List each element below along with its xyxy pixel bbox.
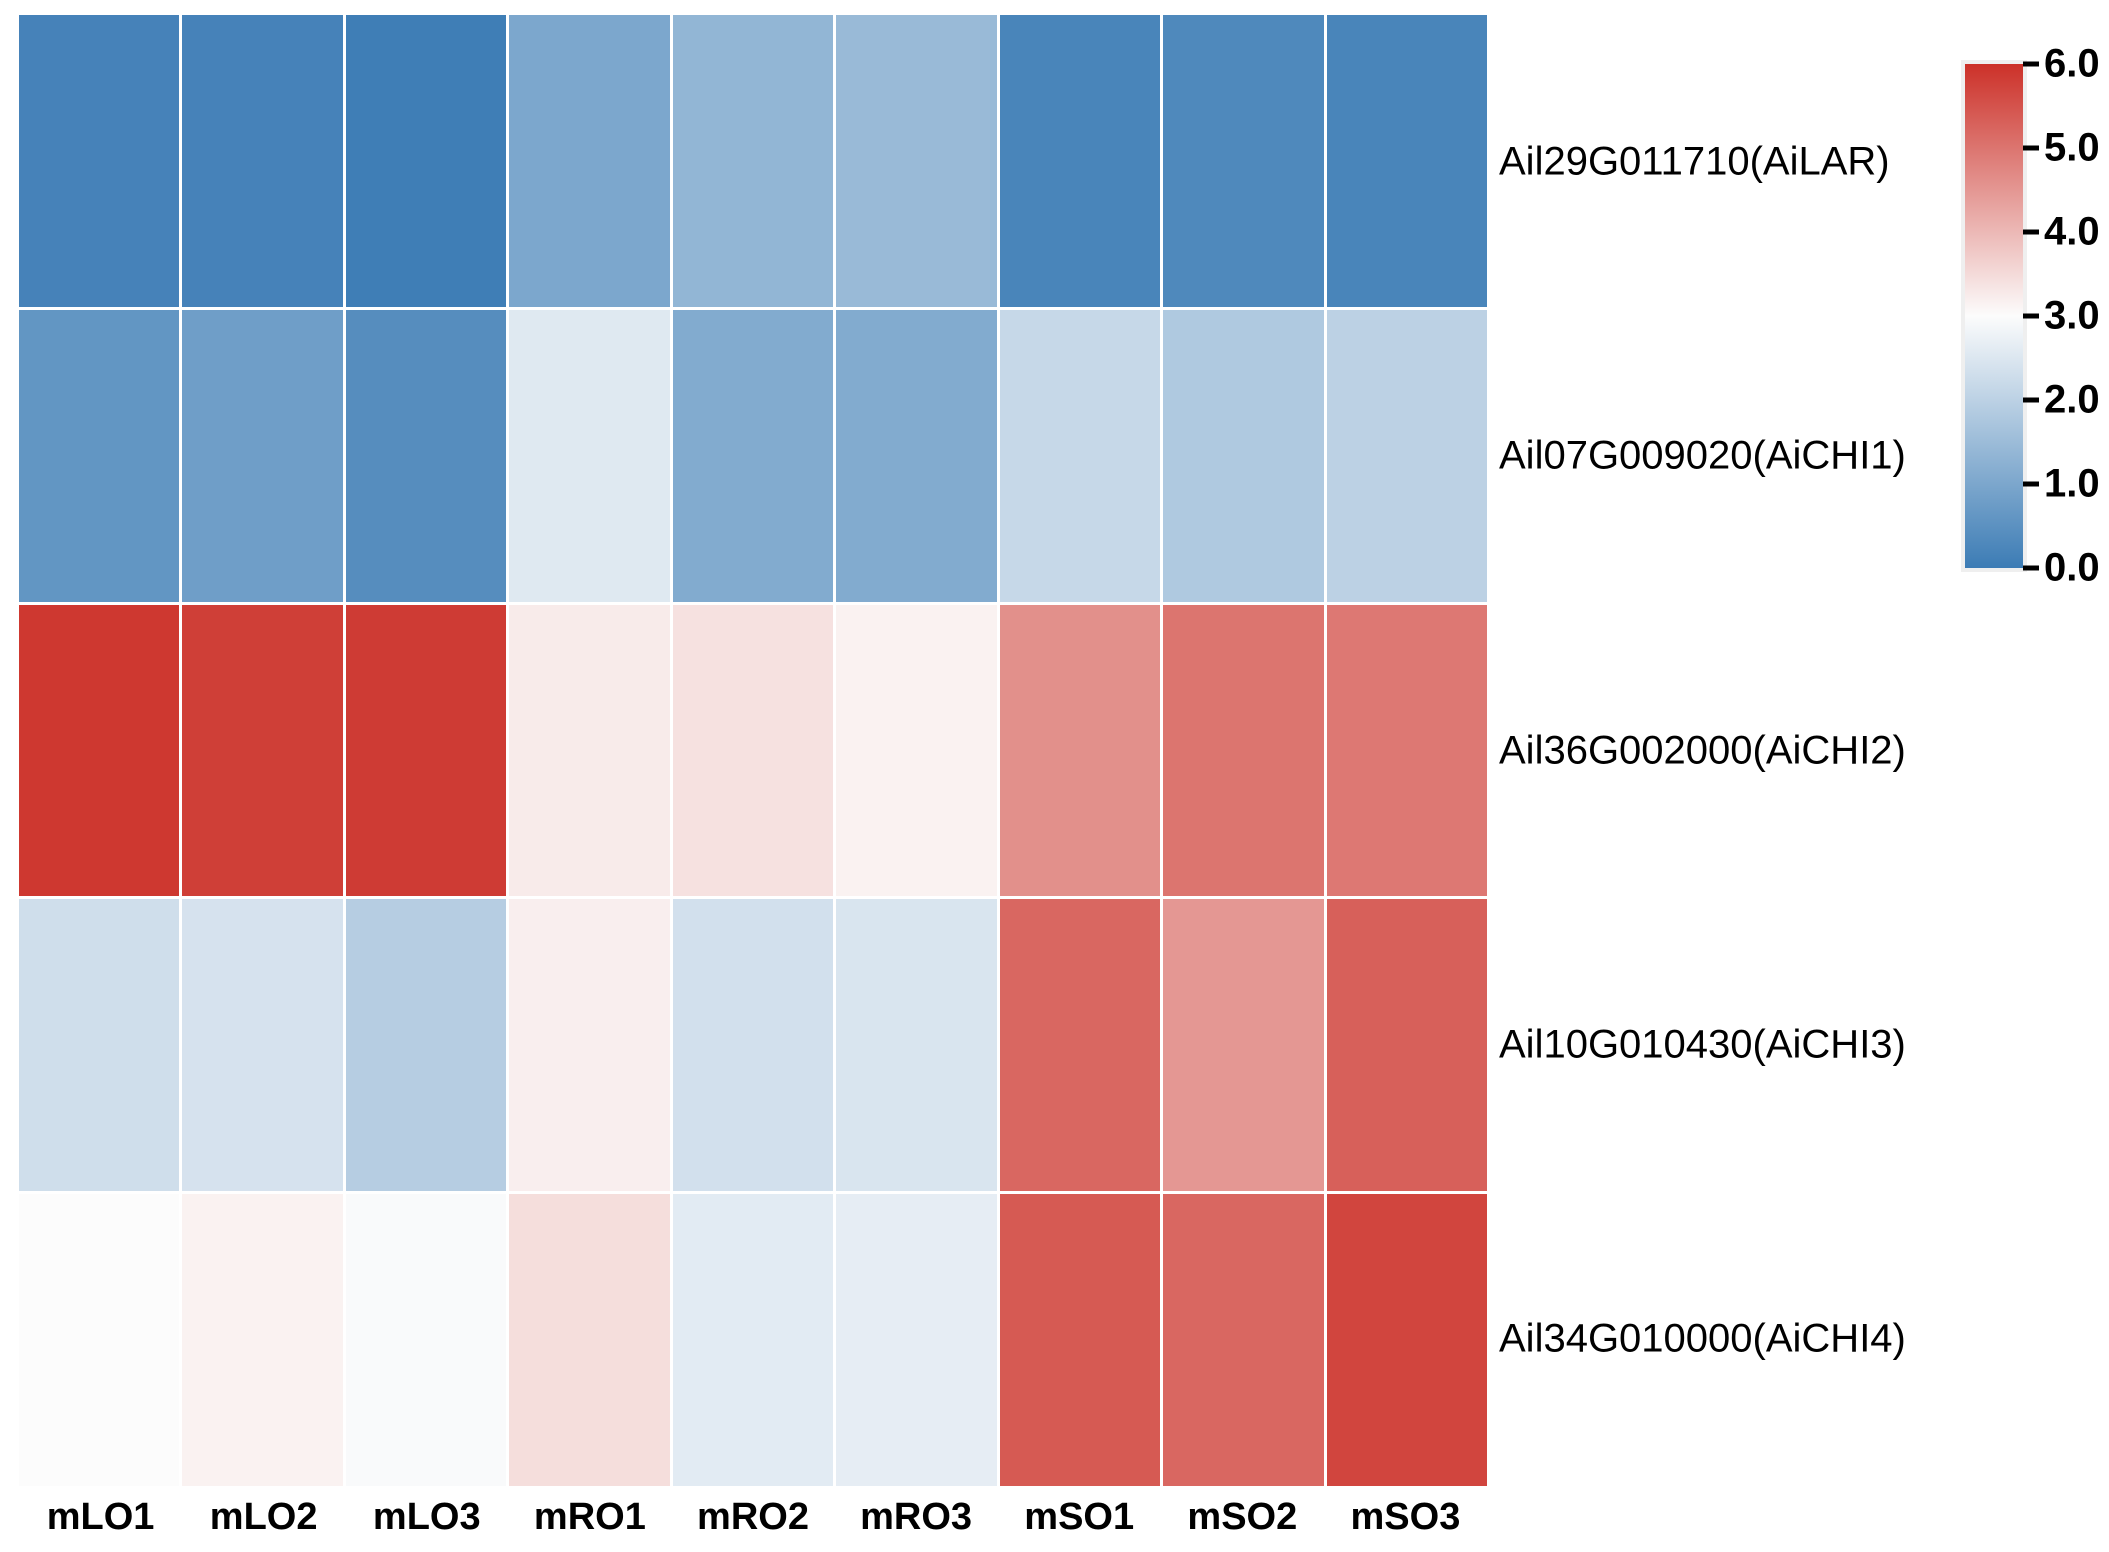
heatmap-cell — [1326, 604, 1487, 897]
heatmap-cell — [1326, 1194, 1487, 1486]
heatmap-cell — [999, 899, 1161, 1192]
heatmap-cell — [19, 309, 180, 602]
heatmap-cell — [182, 1194, 343, 1486]
column-label: mLO3 — [372, 1496, 481, 1538]
heatmap-cell — [672, 15, 834, 307]
colorbar-tick-label: 5.0 — [2044, 125, 2100, 170]
heatmap-cell — [182, 899, 343, 1192]
colorbar-tick-mark — [2023, 481, 2039, 487]
heatmap-cell — [345, 1194, 507, 1486]
row-label: Ail36G002000(AiCHI2) — [1499, 728, 1906, 772]
colorbar-tick-label: 4.0 — [2044, 209, 2100, 254]
heatmap-cell — [836, 1194, 997, 1486]
colorbar-tick-label: 6.0 — [2044, 41, 2100, 86]
heatmap-cell — [836, 604, 997, 897]
heatmap-cell — [999, 1194, 1161, 1486]
column-label: mRO3 — [860, 1496, 973, 1538]
column-label: mLO2 — [209, 1496, 318, 1538]
column-label: mSO2 — [1187, 1496, 1298, 1538]
heatmap-cell — [836, 899, 997, 1192]
colorbar-tick-label: 2.0 — [2044, 377, 2100, 422]
heatmap-cell — [345, 604, 507, 897]
heatmap-cell — [1326, 899, 1487, 1192]
heatmap-cell — [19, 604, 180, 897]
heatmap-cell — [672, 1194, 834, 1486]
heatmap-cell — [19, 899, 180, 1192]
colorbar-gradient — [1965, 64, 2023, 568]
column-label: mRO1 — [533, 1496, 646, 1538]
heatmap-cell — [345, 899, 507, 1192]
colorbar-tick-label: 1.0 — [2044, 461, 2100, 506]
heatmap-cell — [999, 15, 1161, 307]
heatmap-cell — [509, 604, 670, 897]
row-label: Ail34G010000(AiCHI4) — [1499, 1316, 1906, 1361]
heatmap-cell — [836, 309, 997, 602]
colorbar-tick-mark — [2023, 229, 2039, 235]
heatmap-cell — [672, 604, 834, 897]
heatmap-cell — [1163, 899, 1324, 1192]
heatmap-cell — [182, 309, 343, 602]
heatmap-cell — [1326, 15, 1487, 307]
row-label: Ail29G011710(AiLAR) — [1499, 139, 1890, 184]
colorbar-tick-mark — [2023, 145, 2039, 151]
heatmap-cell — [836, 15, 997, 307]
heatmap-cell — [1326, 309, 1487, 602]
heatmap-cell — [19, 15, 180, 307]
heatmap-cell — [672, 899, 834, 1192]
heatmap-cell — [1163, 15, 1324, 307]
heatmap-cell — [19, 1194, 180, 1486]
heatmap-cell — [509, 309, 670, 602]
heatmap-cell — [182, 15, 343, 307]
heatmap-cell — [509, 899, 670, 1192]
heatmap-cell — [999, 309, 1161, 602]
colorbar-tick-mark — [2023, 61, 2039, 67]
colorbar-tick-mark — [2023, 397, 2039, 403]
heatmap-cell — [1163, 1194, 1324, 1486]
column-label: mSO1 — [1024, 1496, 1135, 1538]
colorbar-tick-mark — [2023, 313, 2039, 319]
heatmap-cell — [509, 15, 670, 307]
heatmap-cell — [182, 604, 343, 897]
heatmap-cell — [1163, 604, 1324, 897]
colorbar-tick-label: 3.0 — [2044, 293, 2100, 338]
colorbar-tick-mark — [2023, 565, 2039, 571]
colorbar-tick-label: 0.0 — [2044, 545, 2100, 590]
heatmap-cell — [345, 15, 507, 307]
column-label: mLO1 — [46, 1496, 155, 1538]
row-label: Ail07G009020(AiCHI1) — [1499, 433, 1906, 478]
column-label: mSO3 — [1350, 1496, 1461, 1538]
heatmap-cell — [509, 1194, 670, 1486]
row-label: Ail10G010430(AiCHI3) — [1499, 1022, 1906, 1067]
heatmap-grid — [19, 15, 1487, 1486]
heatmap-cell — [999, 604, 1161, 897]
heatmap-cell — [672, 309, 834, 602]
heatmap-cell — [345, 309, 507, 602]
column-label: mRO2 — [697, 1496, 809, 1538]
heatmap-cell — [1163, 309, 1324, 602]
